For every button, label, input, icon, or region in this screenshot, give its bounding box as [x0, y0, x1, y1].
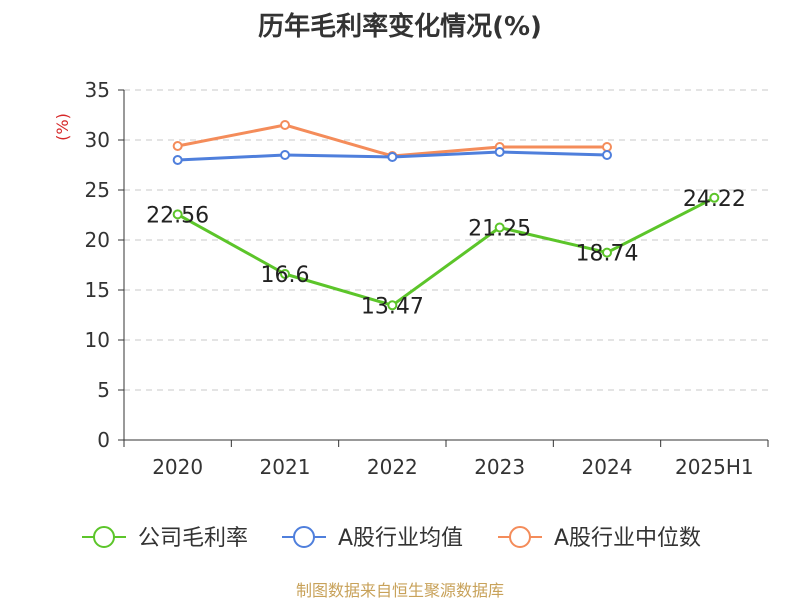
data-point [280, 269, 290, 279]
y-tick-label: 35 [85, 78, 110, 102]
data-point [387, 152, 398, 162]
series-line [176, 196, 716, 307]
legend-label: 公司毛利率 [138, 526, 248, 551]
y-tick-label: 30 [85, 128, 110, 152]
x-tick-label: 2020 [152, 455, 203, 479]
data-point [172, 209, 183, 220]
data-label: 13.47 [361, 294, 424, 319]
data-point [709, 192, 720, 203]
y-tick-label: 10 [85, 328, 110, 352]
data-point [494, 222, 505, 233]
legend-label: A股行业中位数 [554, 526, 701, 551]
x-tick-label: 2024 [582, 455, 633, 479]
data-label: 18.74 [576, 242, 639, 267]
y-tick-label: 15 [85, 278, 110, 302]
y-tick-label: 5 [97, 378, 110, 402]
data-label: 24.22 [683, 187, 746, 212]
data-point [602, 247, 612, 258]
x-tick-label: 2025H1 [675, 455, 754, 479]
legend-marker [93, 526, 115, 548]
data-point [172, 155, 183, 165]
y-tick-label: 25 [85, 178, 110, 202]
y-axis-label: (%) [53, 113, 72, 141]
data-point [494, 147, 505, 157]
x-tick-label: 2021 [260, 455, 311, 479]
y-tick-label: 20 [85, 228, 110, 252]
data-point [280, 120, 290, 130]
data-point [387, 300, 398, 311]
source-note: 制图数据来自恒生聚源数据库 [295, 581, 504, 600]
data-point [172, 141, 183, 151]
data-point [602, 150, 612, 160]
y-tick-label: 0 [97, 428, 110, 452]
legend-marker [293, 526, 315, 548]
data-label: 22.56 [146, 203, 209, 228]
data-label: 21.25 [468, 217, 531, 242]
x-tick-label: 2023 [474, 455, 525, 479]
chart-title: 历年毛利率变化情况(%) [258, 12, 542, 42]
data-label: 16.6 [261, 263, 310, 288]
data-point [280, 150, 290, 160]
legend-marker [509, 526, 531, 548]
legend-label: A股行业均值 [338, 526, 463, 551]
x-tick-label: 2022 [367, 455, 418, 479]
data-point [602, 142, 612, 152]
